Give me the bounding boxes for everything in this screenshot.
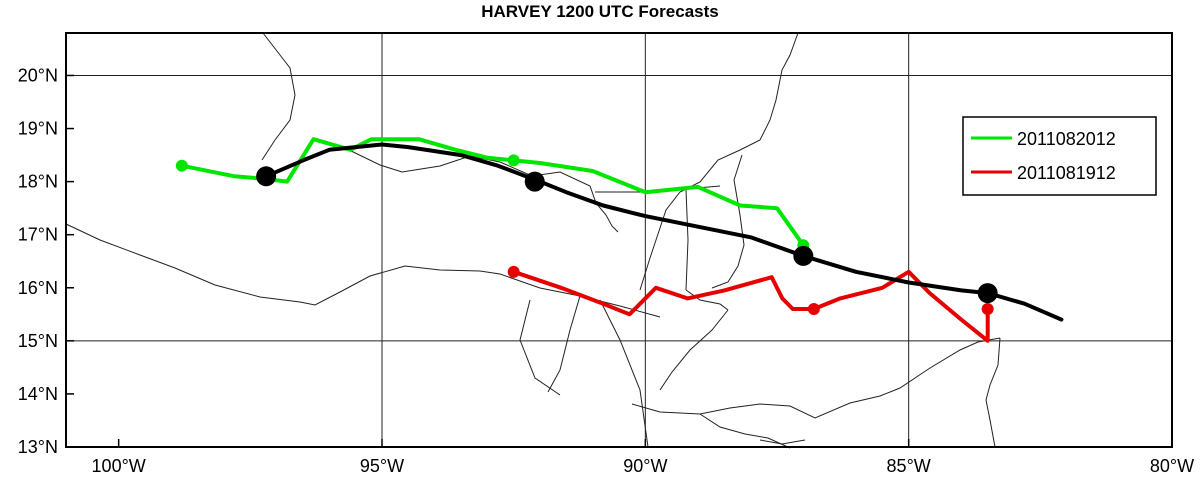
coastline [65,223,661,318]
coastline [519,299,561,396]
y-tick-label: 19°N [18,119,58,139]
x-tick-label: 95°W [360,456,404,476]
y-tick-label: 14°N [18,384,58,404]
x-tick-label: 90°W [623,456,667,476]
forecast-tracks [175,137,1064,343]
y-tick-label: 16°N [18,278,58,298]
legend-label: 2011081912 [1017,163,1116,183]
track-line-best-track [264,142,1064,322]
y-tick-label: 18°N [18,172,58,192]
y-tick-label: 17°N [18,225,58,245]
coastline [599,299,649,448]
coastline [685,289,729,311]
map-frame [65,32,1173,448]
track-marker-2011081912 [807,303,820,315]
legend: 2011082012 2011081912 [962,116,1157,196]
x-tick-label: 100°W [92,456,146,476]
coastlines [65,32,1001,449]
coastline [759,439,806,445]
track-marker-2011081912 [981,303,994,315]
legend-box [962,116,1157,196]
coastline [699,413,791,449]
track-marker-2011082012 [175,159,188,172]
coastline [531,171,619,233]
x-tick-label: 80°W [1150,456,1194,476]
coastline [685,189,689,291]
map-title: HARVEY 1200 UTC Forecasts [481,2,719,21]
track-line-2011082012 [179,137,806,248]
track-line-2011081912 [511,269,990,343]
axis-ticks: 100°W 95°W 90°W 85°W 80°W 13°N 14°N 15°N 16°N 17°… [18,65,1194,476]
coastline [711,154,745,289]
coastline [639,32,799,291]
track-marker-2011081912 [507,265,520,278]
coastline [261,32,296,161]
track-marker-best-track [256,166,277,187]
coastline [631,337,1001,419]
y-tick-label: 20°N [18,65,58,85]
coastline [659,309,729,391]
coastline [985,337,1001,448]
y-tick-label: 15°N [18,331,58,351]
coastline [547,295,581,393]
graticule [66,33,1172,447]
track-marker-best-track [977,283,998,304]
y-tick-label: 13°N [18,437,58,457]
track-marker-best-track [524,171,545,192]
track-marker-best-track [793,245,814,266]
plot-frame [65,32,1173,448]
track-marker-2011082012 [507,154,520,167]
legend-label: 2011082012 [1017,129,1116,149]
x-tick-label: 85°W [887,456,931,476]
